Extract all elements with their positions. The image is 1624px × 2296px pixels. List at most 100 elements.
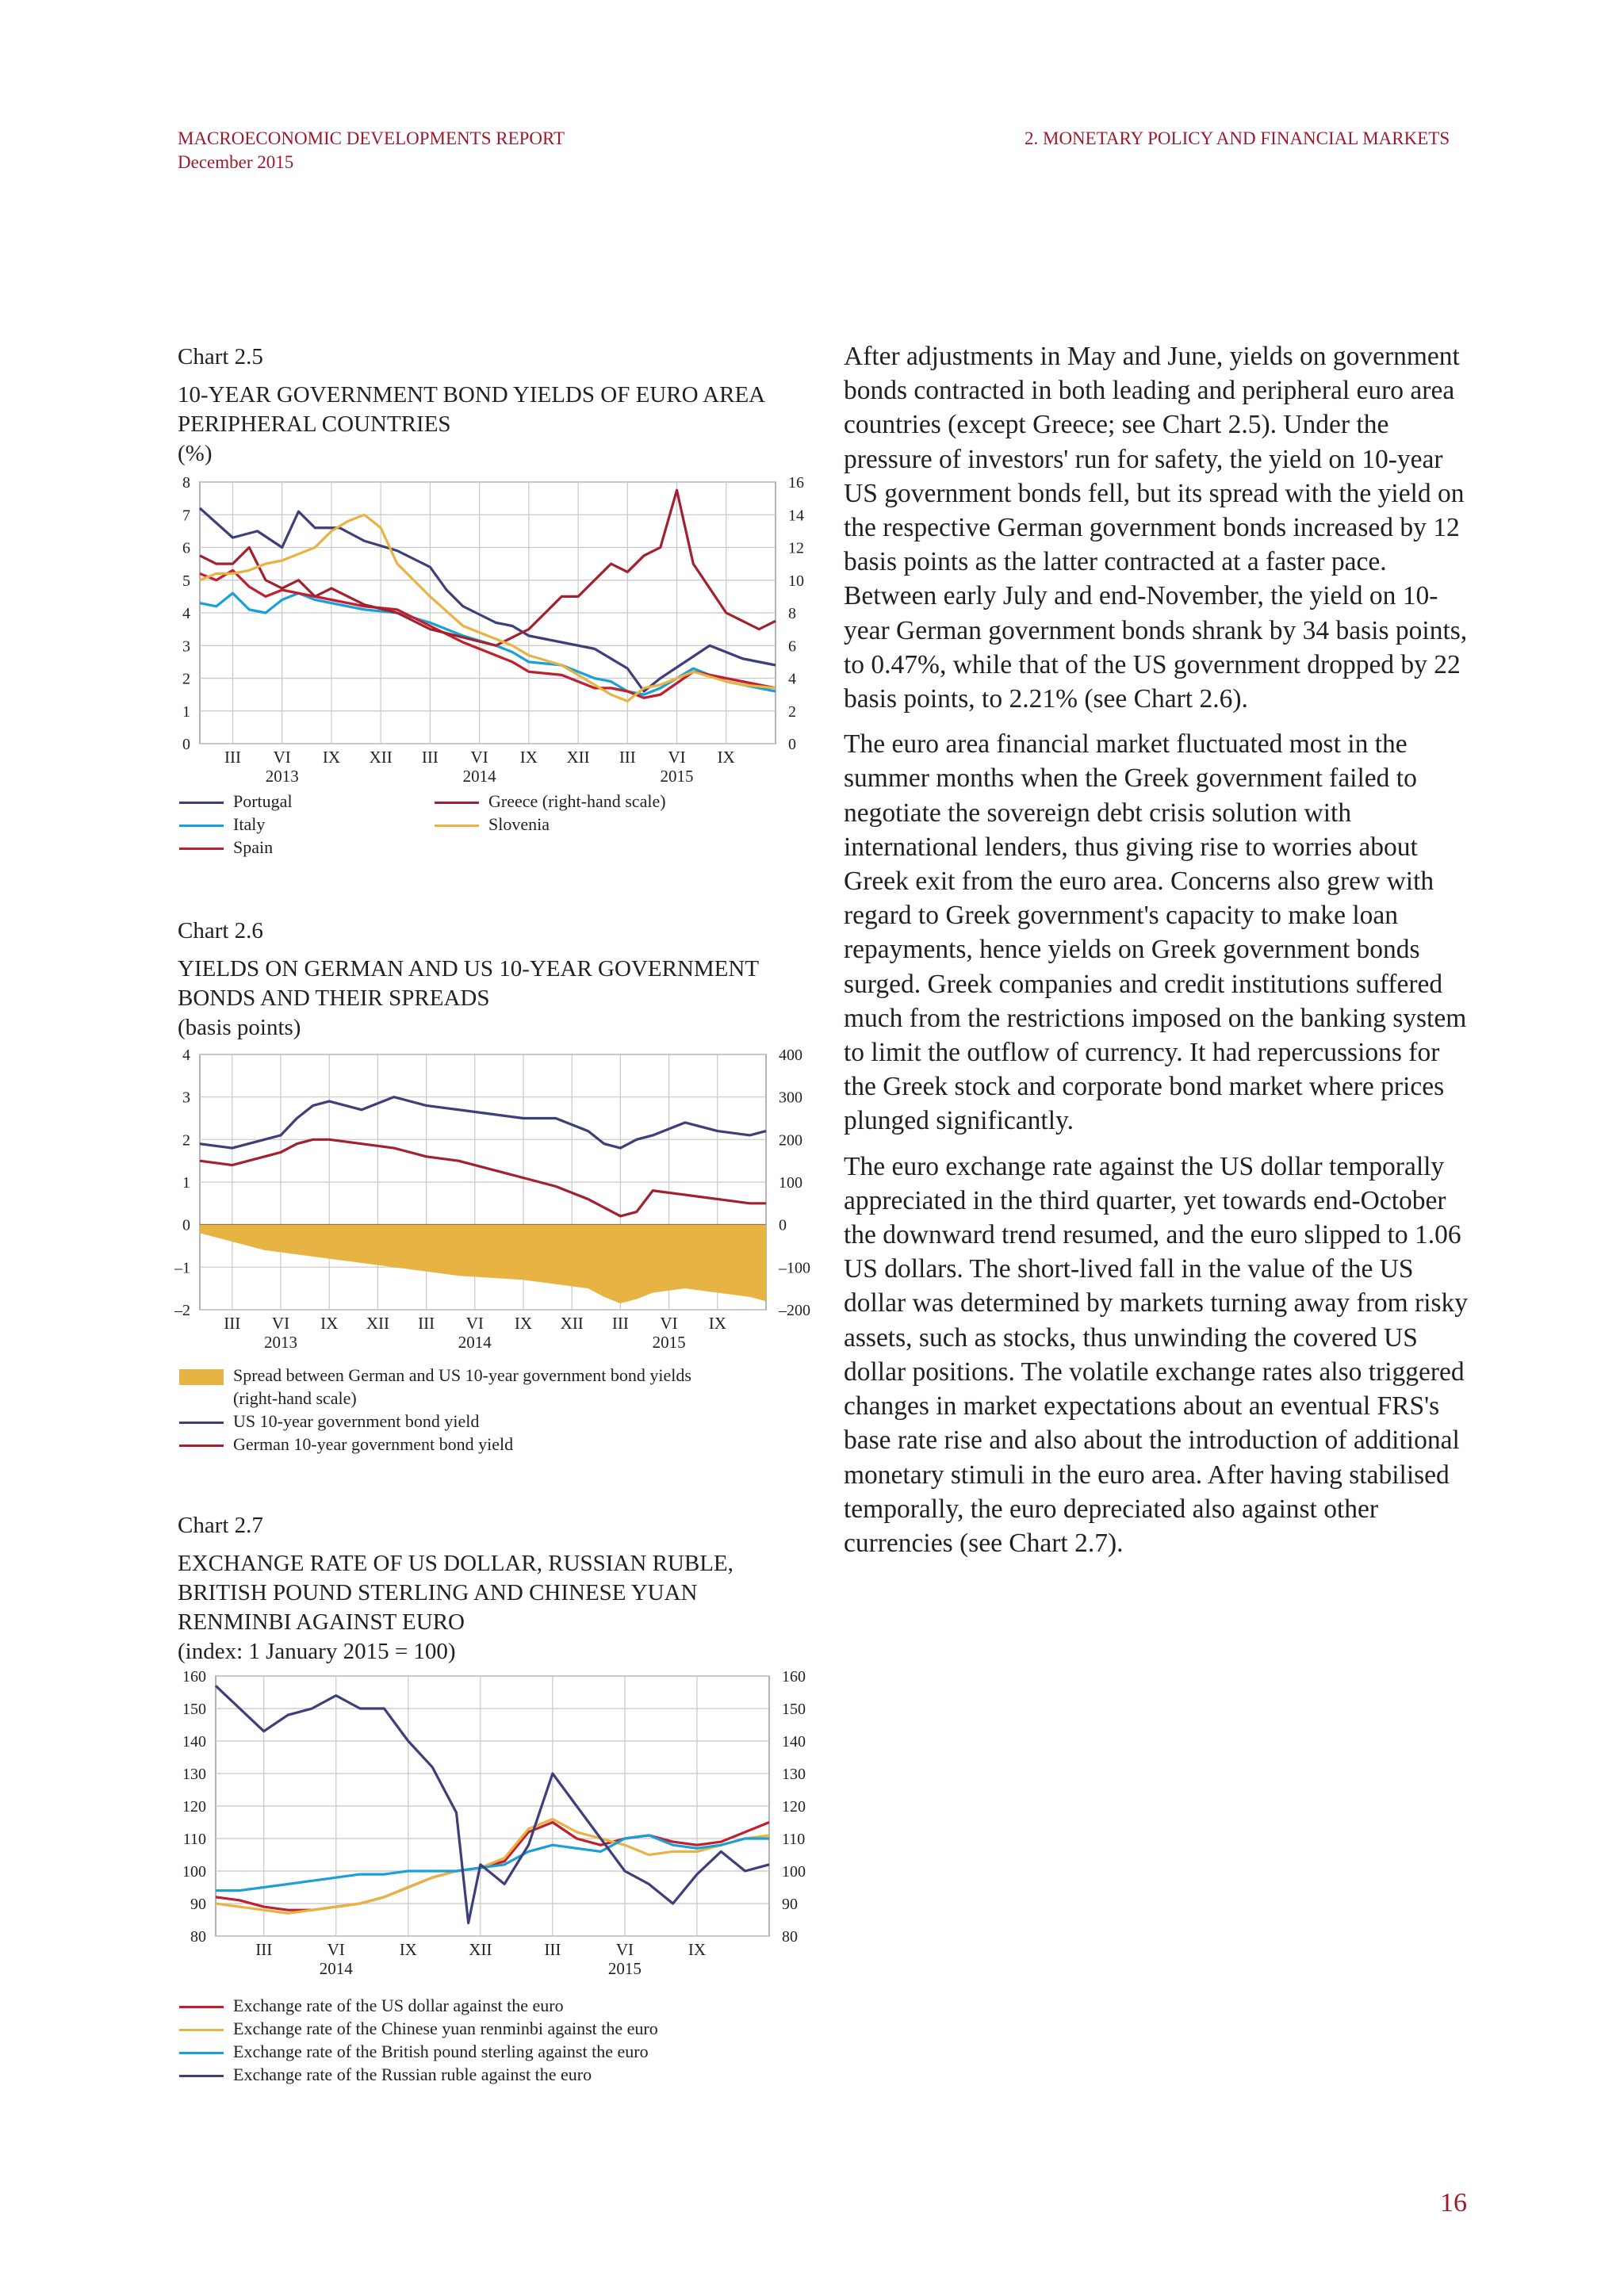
x-tick-label: VI	[668, 748, 685, 767]
legend-item: Spain	[179, 836, 273, 859]
y-tick-label-right: 0	[788, 736, 796, 753]
y-tick-label-left: 5	[182, 572, 190, 590]
y-tick-label-left: 110	[183, 1831, 206, 1848]
chart-unit: (index: 1 January 2015 = 100)	[178, 1639, 456, 1664]
report-date: December 2015	[178, 152, 294, 172]
x-tick-label: IX	[400, 1940, 417, 1959]
y-tick-label-right: 14	[788, 507, 804, 524]
y-tick-label-left: 0	[182, 1217, 190, 1234]
x-tick-label: III	[224, 748, 241, 767]
x-tick-label: XII	[370, 748, 393, 767]
x-year-label: 2014	[320, 1959, 354, 1978]
x-tick-label: VI	[466, 1314, 484, 1333]
x-year-label: 2015	[653, 1333, 686, 1352]
legend-swatch	[179, 2006, 224, 2009]
y-tick-label-left: 130	[182, 1766, 206, 1783]
legend-swatch	[179, 2029, 224, 2032]
y-tick-label-left: –1	[174, 1259, 190, 1276]
y-tick-label-right: 150	[782, 1701, 806, 1718]
y-tick-label-right: 140	[782, 1733, 806, 1751]
chart-unit: (%)	[178, 441, 213, 466]
x-tick-label: VI	[661, 1314, 678, 1333]
y-tick-label-right: 8	[788, 605, 796, 622]
y-tick-label-left: –2	[174, 1302, 190, 1319]
y-tick-label-right: 400	[779, 1047, 802, 1064]
y-tick-label-right: 80	[782, 1928, 798, 1946]
x-tick-label: XII	[561, 1314, 584, 1333]
x-tick-label: III	[612, 1314, 629, 1333]
x-tick-label: IX	[515, 1314, 532, 1333]
x-tick-label: III	[619, 748, 636, 767]
x-tick-label: IX	[320, 1314, 338, 1333]
y-tick-label-left: 2	[182, 671, 190, 688]
y-tick-label-left: 0	[182, 736, 190, 753]
chart-2-6-block: Chart 2.6 YIELDS ON GERMAN AND US 10-YEA…	[178, 916, 812, 1043]
series-line	[199, 1138, 766, 1218]
legend-item: Slovenia	[435, 813, 550, 836]
x-tick-label: III	[255, 1940, 272, 1959]
legend-label: Exchange rate of the Chinese yuan renmin…	[233, 2019, 658, 2038]
legend-swatch	[179, 2075, 224, 2078]
y-tick-label-right: 130	[782, 1766, 806, 1783]
x-tick-label: III	[418, 1314, 435, 1333]
report-header: MACROECONOMIC DEVELOPMENTS REPORT Decemb…	[178, 127, 565, 174]
x-tick-label: XII	[366, 1314, 389, 1333]
y-tick-label-left: 4	[182, 605, 190, 622]
legend-label: Slovenia	[488, 814, 550, 834]
legend-swatch	[435, 825, 479, 828]
series-area	[200, 1224, 766, 1303]
series-line	[199, 1096, 767, 1150]
y-tick-label-left: 7	[182, 507, 190, 524]
x-year-label: 2013	[264, 1333, 297, 1352]
chart-title: YIELDS ON GERMAN AND US 10-YEAR GOVERNME…	[178, 956, 759, 1011]
legend-swatch	[179, 2052, 224, 2055]
x-tick-label: IX	[323, 748, 340, 767]
legend-item: US 10-year government bond yield	[179, 1410, 479, 1433]
y-tick-label-right: 2	[788, 703, 796, 721]
series-line	[214, 1685, 770, 1925]
chart-number: Chart 2.5	[178, 344, 263, 369]
y-tick-label-left: 120	[182, 1798, 206, 1816]
x-tick-label: VI	[471, 748, 488, 767]
x-tick-label: IX	[718, 748, 735, 767]
y-tick-label-left: 8	[182, 474, 190, 492]
x-year-label: 2015	[661, 767, 694, 786]
x-tick-label: IX	[688, 1940, 706, 1959]
body-paragraph: After adjustments in May and June, yield…	[844, 342, 1468, 714]
y-tick-label-left: 3	[182, 637, 190, 655]
chart-2-7-legend: Exchange rate of the US dollar against t…	[179, 1994, 814, 2097]
x-tick-label: XII	[469, 1940, 492, 1959]
y-tick-label-left: 3	[182, 1089, 190, 1107]
legend-item: Portugal	[179, 790, 293, 813]
legend-label: Spread between German and US 10-year gov…	[233, 1365, 691, 1408]
legend-item: Exchange rate of the US dollar against t…	[179, 1994, 564, 2017]
y-tick-label-left: 140	[182, 1733, 206, 1751]
chart-2-5-legend: Portugal Italy Spain Greece (right-hand …	[179, 790, 814, 869]
chart-title: 10-YEAR GOVERNMENT BOND YIELDS OF EURO A…	[178, 382, 764, 437]
x-tick-label: IX	[709, 1314, 726, 1333]
y-tick-label-right: 110	[782, 1831, 805, 1848]
legend-item: Exchange rate of the British pound sterl…	[179, 2040, 649, 2063]
x-tick-label: IX	[520, 748, 538, 767]
x-year-label: 2014	[458, 1333, 492, 1352]
y-tick-label-right: 12	[788, 540, 804, 557]
y-tick-label-right: 200	[779, 1131, 802, 1149]
x-tick-label: III	[544, 1940, 561, 1959]
series-line	[215, 1817, 770, 1915]
series-line	[198, 507, 776, 693]
series-line	[216, 1834, 769, 1892]
legend-swatch	[179, 1422, 224, 1425]
y-tick-label-right: 100	[782, 1863, 806, 1881]
y-tick-label-right: 6	[788, 637, 796, 655]
legend-item: Spread between German and US 10-year gov…	[179, 1364, 709, 1410]
y-tick-label-right: 100	[779, 1174, 802, 1192]
chart-number: Chart 2.6	[178, 918, 263, 943]
series-line	[199, 568, 776, 699]
chart-2-6-legend: Spread between German and US 10-year gov…	[179, 1364, 814, 1467]
legend-swatch	[179, 848, 224, 851]
x-tick-label: III	[422, 748, 439, 767]
y-tick-label-right: –200	[778, 1302, 810, 1319]
report-title: MACROECONOMIC DEVELOPMENTS REPORT	[178, 128, 565, 148]
y-tick-label-right: 16	[788, 474, 804, 492]
